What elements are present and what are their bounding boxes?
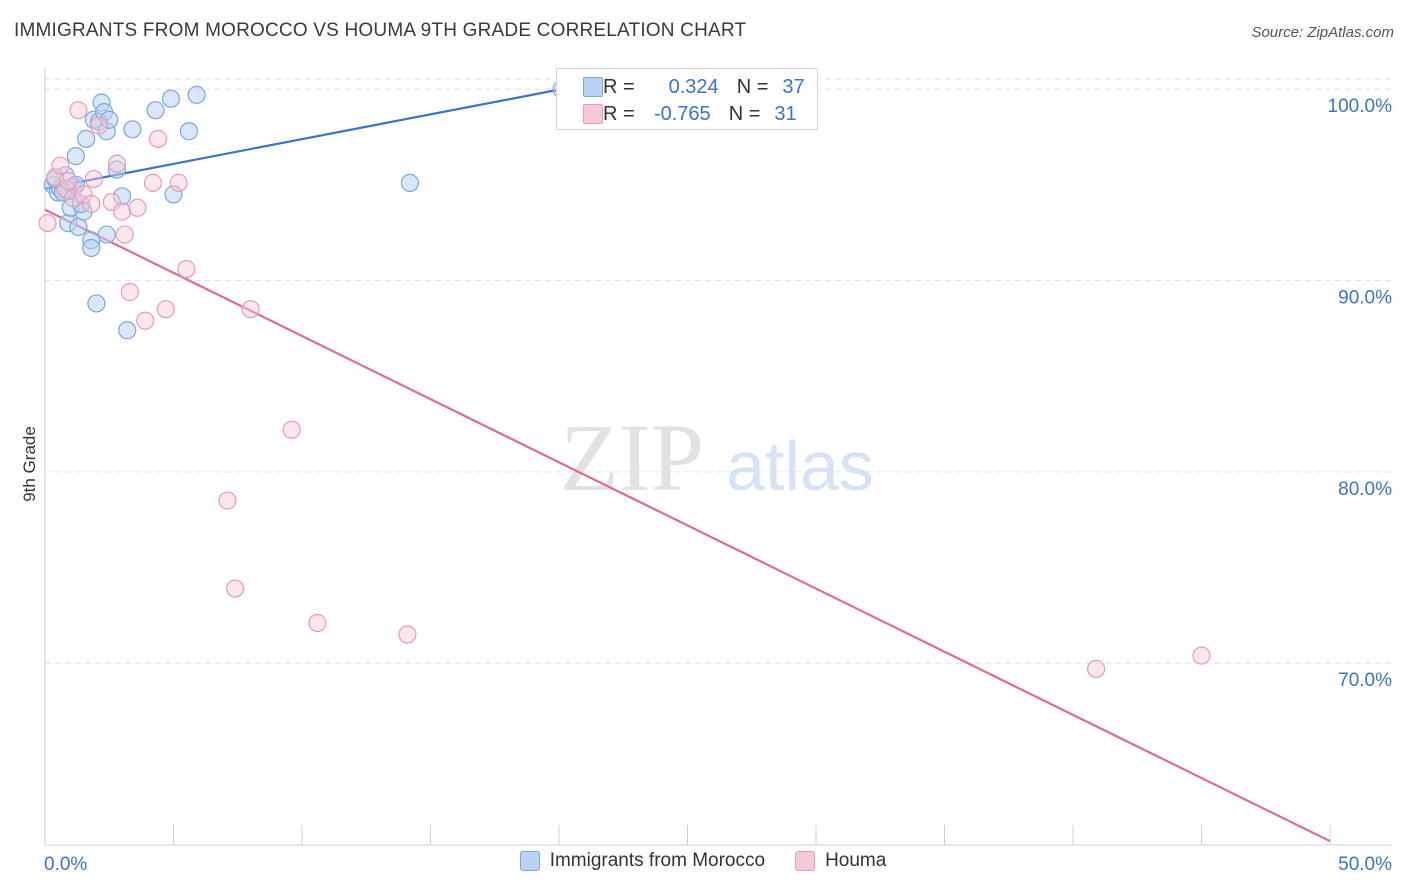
r-value-blue: 0.324 (668, 75, 719, 98)
point-pink (59, 171, 78, 191)
point-blue (66, 147, 85, 166)
legend-swatch-pink (795, 851, 816, 871)
point-blue (97, 225, 116, 244)
x-tick-label-min: 0.0% (44, 854, 87, 875)
point-blue (69, 217, 88, 237)
point-blue (100, 110, 119, 129)
legend-label-morocco: Immigrants from Morocco (549, 850, 766, 871)
stats-swatch-blue (583, 77, 603, 97)
point-pink (308, 613, 327, 633)
point-blue (107, 160, 127, 179)
trend-line-pink (44, 208, 1331, 843)
point-pink (398, 625, 417, 644)
point-blue (77, 129, 96, 148)
point-blue (112, 187, 132, 206)
stats-row-blue: R = 0.324 N = 37 (583, 74, 805, 100)
watermark: ZIP atlas (560, 404, 874, 511)
gridlines (45, 78, 1392, 664)
point-blue (123, 120, 142, 139)
point-blue (146, 101, 165, 120)
n-label: N = (728, 102, 761, 125)
chart-title: IMMIGRANTS FROM MOROCCO VS HOUMA 9TH GRA… (14, 20, 747, 41)
stats-swatch-pink (583, 104, 603, 124)
source-label: Source: ZipAtlas.com (1251, 24, 1394, 41)
point-blue (82, 238, 101, 258)
point-blue (187, 85, 206, 104)
point-pink (115, 225, 134, 244)
r-value-pink: -0.765 (653, 102, 711, 125)
point-blue (164, 185, 183, 204)
point-pink (136, 311, 155, 330)
data-points (38, 80, 1211, 679)
legend-item-houma[interactable]: Houma (795, 850, 886, 872)
y-tick-label: 90.0% (1338, 287, 1392, 308)
y-axis-label: 9th Grade (20, 426, 39, 502)
point-pink (84, 169, 103, 189)
point-pink (1087, 659, 1106, 679)
legend-swatch-blue (519, 851, 540, 871)
watermark-atlas: atlas (726, 427, 874, 505)
r-label: R = (603, 102, 635, 125)
point-pink (112, 202, 132, 221)
point-pink (51, 156, 70, 175)
n-label: N = (736, 75, 769, 98)
point-pink (177, 259, 196, 279)
point-pink (64, 189, 83, 208)
point-pink (169, 173, 188, 193)
point-pink (89, 116, 109, 135)
tick-labels: 100.0% 90.0% 80.0% 70.0% 0.0% 50.0% (44, 96, 1392, 875)
y-tick-label: 100.0% (1328, 96, 1393, 117)
point-pink (1192, 646, 1211, 665)
y-tick-label: 70.0% (1338, 670, 1392, 691)
legend-label-houma: Houma (825, 850, 887, 871)
point-blue (179, 122, 199, 141)
n-value-pink: 31 (774, 102, 797, 125)
axes (44, 68, 1392, 846)
point-blue (161, 89, 181, 108)
point-pink (69, 101, 88, 120)
point-blue (400, 173, 420, 193)
watermark-zip: ZIP (560, 404, 704, 511)
point-blue (118, 321, 137, 340)
point-pink (128, 198, 147, 217)
point-pink (120, 282, 139, 302)
point-pink (241, 300, 260, 319)
point-pink (82, 194, 101, 214)
trend-lines (44, 88, 1331, 843)
stats-row-pink: R = -0.765 N = 31 (583, 101, 797, 127)
point-pink (226, 579, 245, 598)
point-pink (74, 185, 93, 204)
point-pink (282, 420, 301, 439)
point-pink (107, 154, 127, 173)
point-pink (38, 213, 57, 233)
x-tick-label-max: 50.0% (1338, 854, 1392, 875)
point-pink (156, 300, 175, 319)
point-blue (87, 294, 106, 313)
point-pink (143, 173, 163, 193)
n-value-blue: 37 (782, 75, 805, 98)
point-pink (218, 491, 237, 510)
bottom-legend: Immigrants from Morocco Houma (0, 850, 1406, 872)
point-pink (148, 129, 168, 148)
legend-item-morocco[interactable]: Immigrants from Morocco (519, 850, 766, 872)
y-tick-label: 80.0% (1338, 479, 1392, 500)
stats-legend: R = 0.324 N = 37 R = -0.765 N = 31 (556, 68, 818, 130)
r-label: R = (603, 75, 635, 98)
trend-line-blue (44, 88, 562, 190)
